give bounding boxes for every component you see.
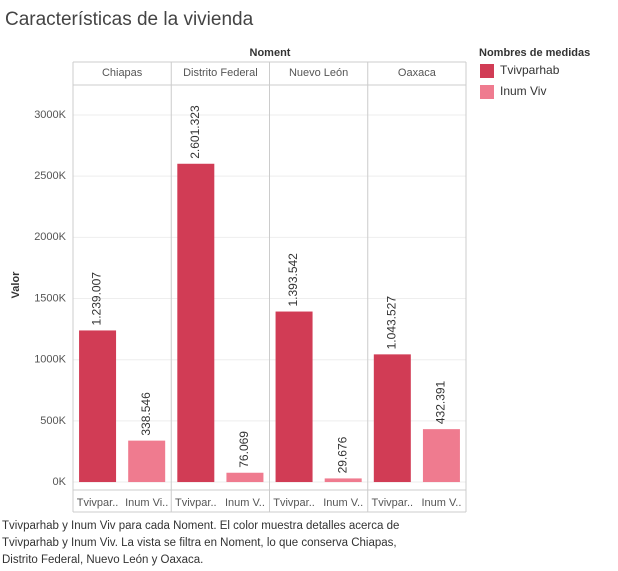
value-label: 29.676 <box>335 436 349 473</box>
y-tick-label: 1500K <box>34 292 66 304</box>
pane-header: Chiapas <box>102 67 143 79</box>
y-tick-label: 500K <box>40 415 66 427</box>
y-axis-label: Valor <box>10 271 22 299</box>
legend-swatch <box>480 64 494 78</box>
y-tick-label: 2000K <box>34 231 66 243</box>
caption: Distrito Federal, Nuevo León y Oaxaca. <box>2 554 203 566</box>
value-label: 76.069 <box>237 431 251 468</box>
x-tick-label: Inum V.. <box>323 497 363 509</box>
chart-title: Características de la vivienda <box>5 9 254 30</box>
bar <box>275 311 313 483</box>
pane-header: Nuevo León <box>289 67 348 79</box>
value-label: 1.239.007 <box>90 272 104 326</box>
x-tick-label: Inum V.. <box>225 497 265 509</box>
value-label: 338.546 <box>139 392 153 436</box>
value-label: 432.391 <box>434 380 448 424</box>
bar <box>373 354 411 483</box>
y-tick-label: 0K <box>53 476 67 488</box>
pane-header: Oaxaca <box>398 67 437 79</box>
legend-title: Nombres de medidas <box>479 47 590 59</box>
bar <box>324 478 362 483</box>
legend-label: Inum Viv <box>500 84 546 98</box>
legend-label: Tvivparhab <box>500 63 560 77</box>
x-tick-label: Tvivpar.. <box>77 497 119 509</box>
x-tick-label: Inum Vi.. <box>125 497 168 509</box>
bar <box>79 330 117 483</box>
x-tick-label: Tvivpar.. <box>273 497 315 509</box>
bar <box>422 429 460 483</box>
value-label: 1.393.542 <box>286 253 300 307</box>
bar <box>177 163 215 483</box>
y-tick-label: 3000K <box>34 109 66 121</box>
value-label: 1.043.527 <box>384 296 398 350</box>
caption: Tvivparhab y Inum Viv para cada Noment. … <box>2 520 399 532</box>
column-header: Noment <box>250 47 291 59</box>
y-tick-label: 1000K <box>34 354 66 366</box>
x-tick-label: Tvivpar.. <box>372 497 414 509</box>
y-tick-label: 2500K <box>34 170 66 182</box>
x-tick-label: Tvivpar.. <box>175 497 217 509</box>
caption: Tvivparhab y Inum Viv. La vista se filtr… <box>2 537 397 549</box>
bar <box>226 472 264 483</box>
legend-swatch <box>480 85 494 99</box>
x-tick-label: Inum V.. <box>421 497 461 509</box>
bar <box>128 440 166 483</box>
value-label: 2.601.323 <box>188 105 202 159</box>
pane-header: Distrito Federal <box>183 67 258 79</box>
